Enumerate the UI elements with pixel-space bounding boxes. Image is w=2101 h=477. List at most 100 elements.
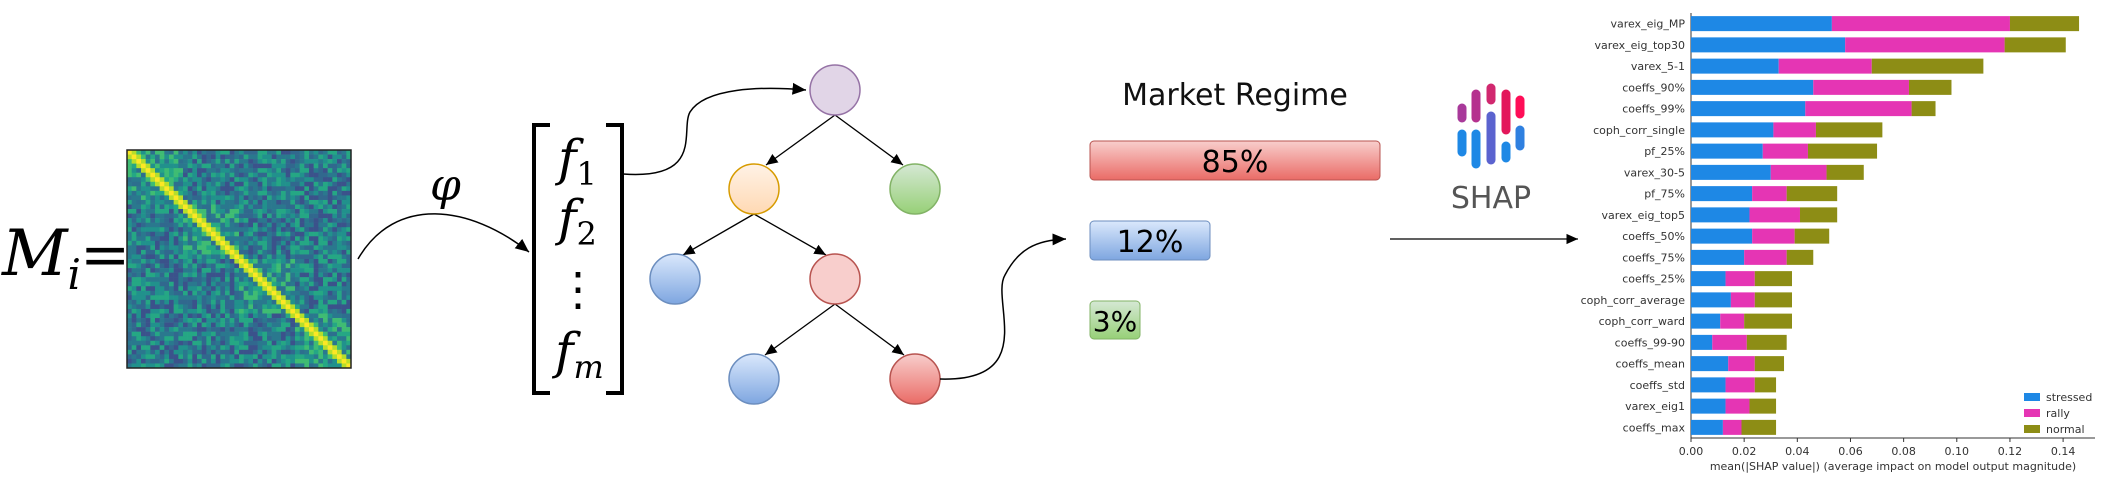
heatmap-cell xyxy=(131,236,137,242)
heatmap-cell xyxy=(220,231,226,237)
heatmap-cell xyxy=(299,331,305,337)
heatmap-cell xyxy=(253,195,258,201)
bar-segment xyxy=(1691,271,1726,287)
heatmap-cell xyxy=(337,240,342,246)
heatmap-cell xyxy=(239,163,244,169)
heatmap-cell xyxy=(197,336,202,342)
heatmap-cell xyxy=(229,331,235,337)
heatmap-cell xyxy=(234,240,240,246)
heatmap-cell xyxy=(253,336,258,342)
heatmap-cell xyxy=(281,277,286,283)
heatmap-cell xyxy=(299,209,305,214)
heatmap-cell xyxy=(341,218,347,223)
heatmap-cell xyxy=(173,240,179,246)
heatmap-cell xyxy=(211,268,216,273)
heatmap-cell xyxy=(141,240,146,246)
heatmap-cell xyxy=(145,190,151,196)
heatmap-cell xyxy=(271,272,277,278)
heatmap-cell xyxy=(332,272,338,278)
heatmap-cell xyxy=(220,195,226,201)
heatmap-cell xyxy=(248,159,254,164)
heatmap-cell xyxy=(192,286,198,292)
heatmap-cell xyxy=(183,222,188,228)
heatmap-cell xyxy=(215,204,221,210)
heatmap-cell xyxy=(257,150,263,155)
heatmap-cell xyxy=(318,308,324,314)
heatmap-cell xyxy=(346,168,352,174)
heatmap-cell xyxy=(155,204,160,210)
heatmap-cell xyxy=(178,154,184,160)
heatmap-cell xyxy=(271,222,277,228)
heatmap-cell xyxy=(127,304,132,310)
heatmap-cell xyxy=(253,190,258,196)
heatmap-cell xyxy=(136,363,142,369)
heatmap-cell xyxy=(206,163,212,169)
heatmap-cell xyxy=(299,227,305,233)
heatmap-cell xyxy=(173,277,179,283)
heatmap-cell xyxy=(211,349,216,355)
heatmap-cell xyxy=(229,272,235,278)
heatmap-cell xyxy=(267,354,272,360)
heatmap-cell xyxy=(192,172,198,178)
heatmap-cell xyxy=(253,181,258,187)
heatmap-cell xyxy=(313,345,319,351)
tree-node xyxy=(889,163,941,215)
heatmap-cell xyxy=(248,354,254,360)
heatmap-cell xyxy=(257,336,263,342)
heatmap-cell xyxy=(197,299,202,305)
heatmap-cell xyxy=(201,272,207,278)
heatmap-cell xyxy=(141,163,146,169)
heatmap-cell xyxy=(215,290,221,296)
heatmap-cell xyxy=(304,358,310,364)
heatmap-cell xyxy=(169,259,174,264)
heatmap-cell xyxy=(337,290,342,296)
heatmap-cell xyxy=(318,245,324,251)
heatmap-cell xyxy=(332,331,338,337)
heatmap-cell xyxy=(169,281,174,287)
heatmap-cell xyxy=(243,159,249,164)
heatmap-cell xyxy=(141,349,146,355)
heatmap-cell xyxy=(346,313,352,319)
heatmap-cell xyxy=(215,318,221,323)
heatmap-cell xyxy=(290,268,296,273)
heatmap-cell xyxy=(309,218,314,223)
heatmap-cell xyxy=(239,190,244,196)
heatmap-cell xyxy=(155,259,160,264)
heatmap-cell xyxy=(299,318,305,323)
heatmap-cell xyxy=(225,186,230,192)
heatmap-cell xyxy=(229,345,235,351)
heatmap-cell xyxy=(304,295,310,301)
heatmap-cell xyxy=(239,304,244,310)
heatmap-cell xyxy=(285,168,291,174)
heatmap-cell xyxy=(295,245,300,251)
heatmap-cell xyxy=(159,290,165,296)
heatmap-cell xyxy=(131,163,137,169)
heatmap-cell xyxy=(192,363,198,369)
heatmap-cell xyxy=(155,340,160,346)
heatmap-cell xyxy=(141,209,146,214)
heatmap-cell xyxy=(262,218,268,223)
heatmap-cell xyxy=(187,218,193,223)
heatmap-cell xyxy=(243,172,249,178)
heatmap-cell xyxy=(201,290,207,296)
heatmap-cell xyxy=(141,331,146,337)
heatmap-cell xyxy=(178,327,184,332)
heatmap-cell xyxy=(257,349,263,355)
heatmap-cell xyxy=(131,213,137,219)
heatmap-cell xyxy=(337,263,342,269)
heatmap-cell xyxy=(248,290,254,296)
heatmap-cell xyxy=(234,272,240,278)
heatmap-cell xyxy=(285,327,291,332)
heatmap-cell xyxy=(243,240,249,246)
bar-segment xyxy=(1773,122,1816,138)
heatmap-cell xyxy=(309,336,314,342)
heatmap-cell xyxy=(229,222,235,228)
heatmap-cell xyxy=(131,308,137,314)
heatmap-cell xyxy=(155,163,160,169)
heatmap-cell xyxy=(239,199,244,205)
heatmap-cell xyxy=(136,277,142,283)
heatmap-cell xyxy=(327,299,333,305)
heatmap-cell xyxy=(323,172,328,178)
heatmap-cell xyxy=(131,349,137,355)
heatmap-cell xyxy=(276,245,282,251)
